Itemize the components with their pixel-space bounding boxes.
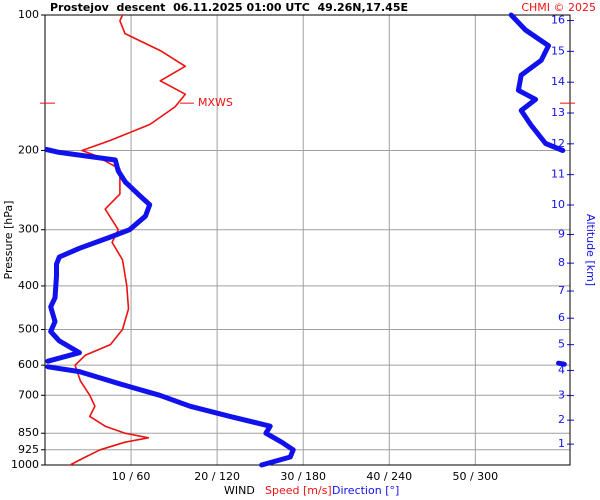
y-tick-label: 600 — [18, 358, 39, 371]
x-tick-label: 50 / 300 — [452, 470, 498, 483]
x-axis-label: WIND — [224, 484, 255, 497]
y2-tick-label: 15 — [551, 44, 565, 57]
profile-line — [45, 12, 567, 468]
y2-tick-label: 7 — [558, 284, 565, 297]
y2-tick-label: 14 — [551, 75, 565, 88]
x-tick-label: 20 / 120 — [194, 470, 240, 483]
y2-tick-label: 16 — [551, 14, 565, 27]
y-tick-label: 500 — [18, 323, 39, 336]
y-tick-label: 100 — [18, 8, 39, 21]
y2-tick-label: 9 — [558, 227, 565, 240]
y2-tick-label: 13 — [551, 106, 565, 119]
y2-tick-label: 4 — [558, 363, 565, 376]
y-tick-label: 400 — [18, 279, 39, 292]
x-tick-label: 40 / 240 — [366, 470, 412, 483]
x-tick-label: 30 / 180 — [280, 470, 326, 483]
y2-tick-label: 6 — [558, 311, 565, 324]
credit: CHMI © 2025 — [521, 1, 596, 14]
y2-tick-label: 11 — [551, 168, 565, 181]
annotation: MXWS — [198, 96, 233, 109]
legend-entry: Speed [m/s] — [265, 484, 332, 497]
y-axis-label: Pressure [hPa] — [2, 201, 15, 280]
y-tick-label: 300 — [18, 223, 39, 236]
y2-tick-label: 5 — [558, 338, 565, 351]
x-tick-label: 10 / 60 — [112, 470, 151, 483]
y-tick-label: 850 — [18, 426, 39, 439]
y-tick-label: 1000 — [11, 458, 39, 471]
y2-tick-label: 2 — [558, 413, 565, 426]
y2-axis-label: Altitude [km] — [584, 214, 597, 286]
chart-title: Prostejov descent 06.11.2025 01:00 UTC 4… — [50, 1, 408, 14]
profile-line — [69, 14, 187, 466]
y2-tick-label: 8 — [558, 256, 565, 269]
y2-tick-label: 10 — [551, 198, 565, 211]
y-tick-label: 925 — [18, 443, 39, 456]
y2-tick-label: 3 — [558, 389, 565, 402]
y2-tick-label: 1 — [558, 437, 565, 450]
y-tick-label: 700 — [18, 388, 39, 401]
plot-frame — [44, 14, 571, 466]
y-tick-label: 200 — [18, 143, 39, 156]
legend-entry: Direction [°] — [332, 484, 399, 497]
